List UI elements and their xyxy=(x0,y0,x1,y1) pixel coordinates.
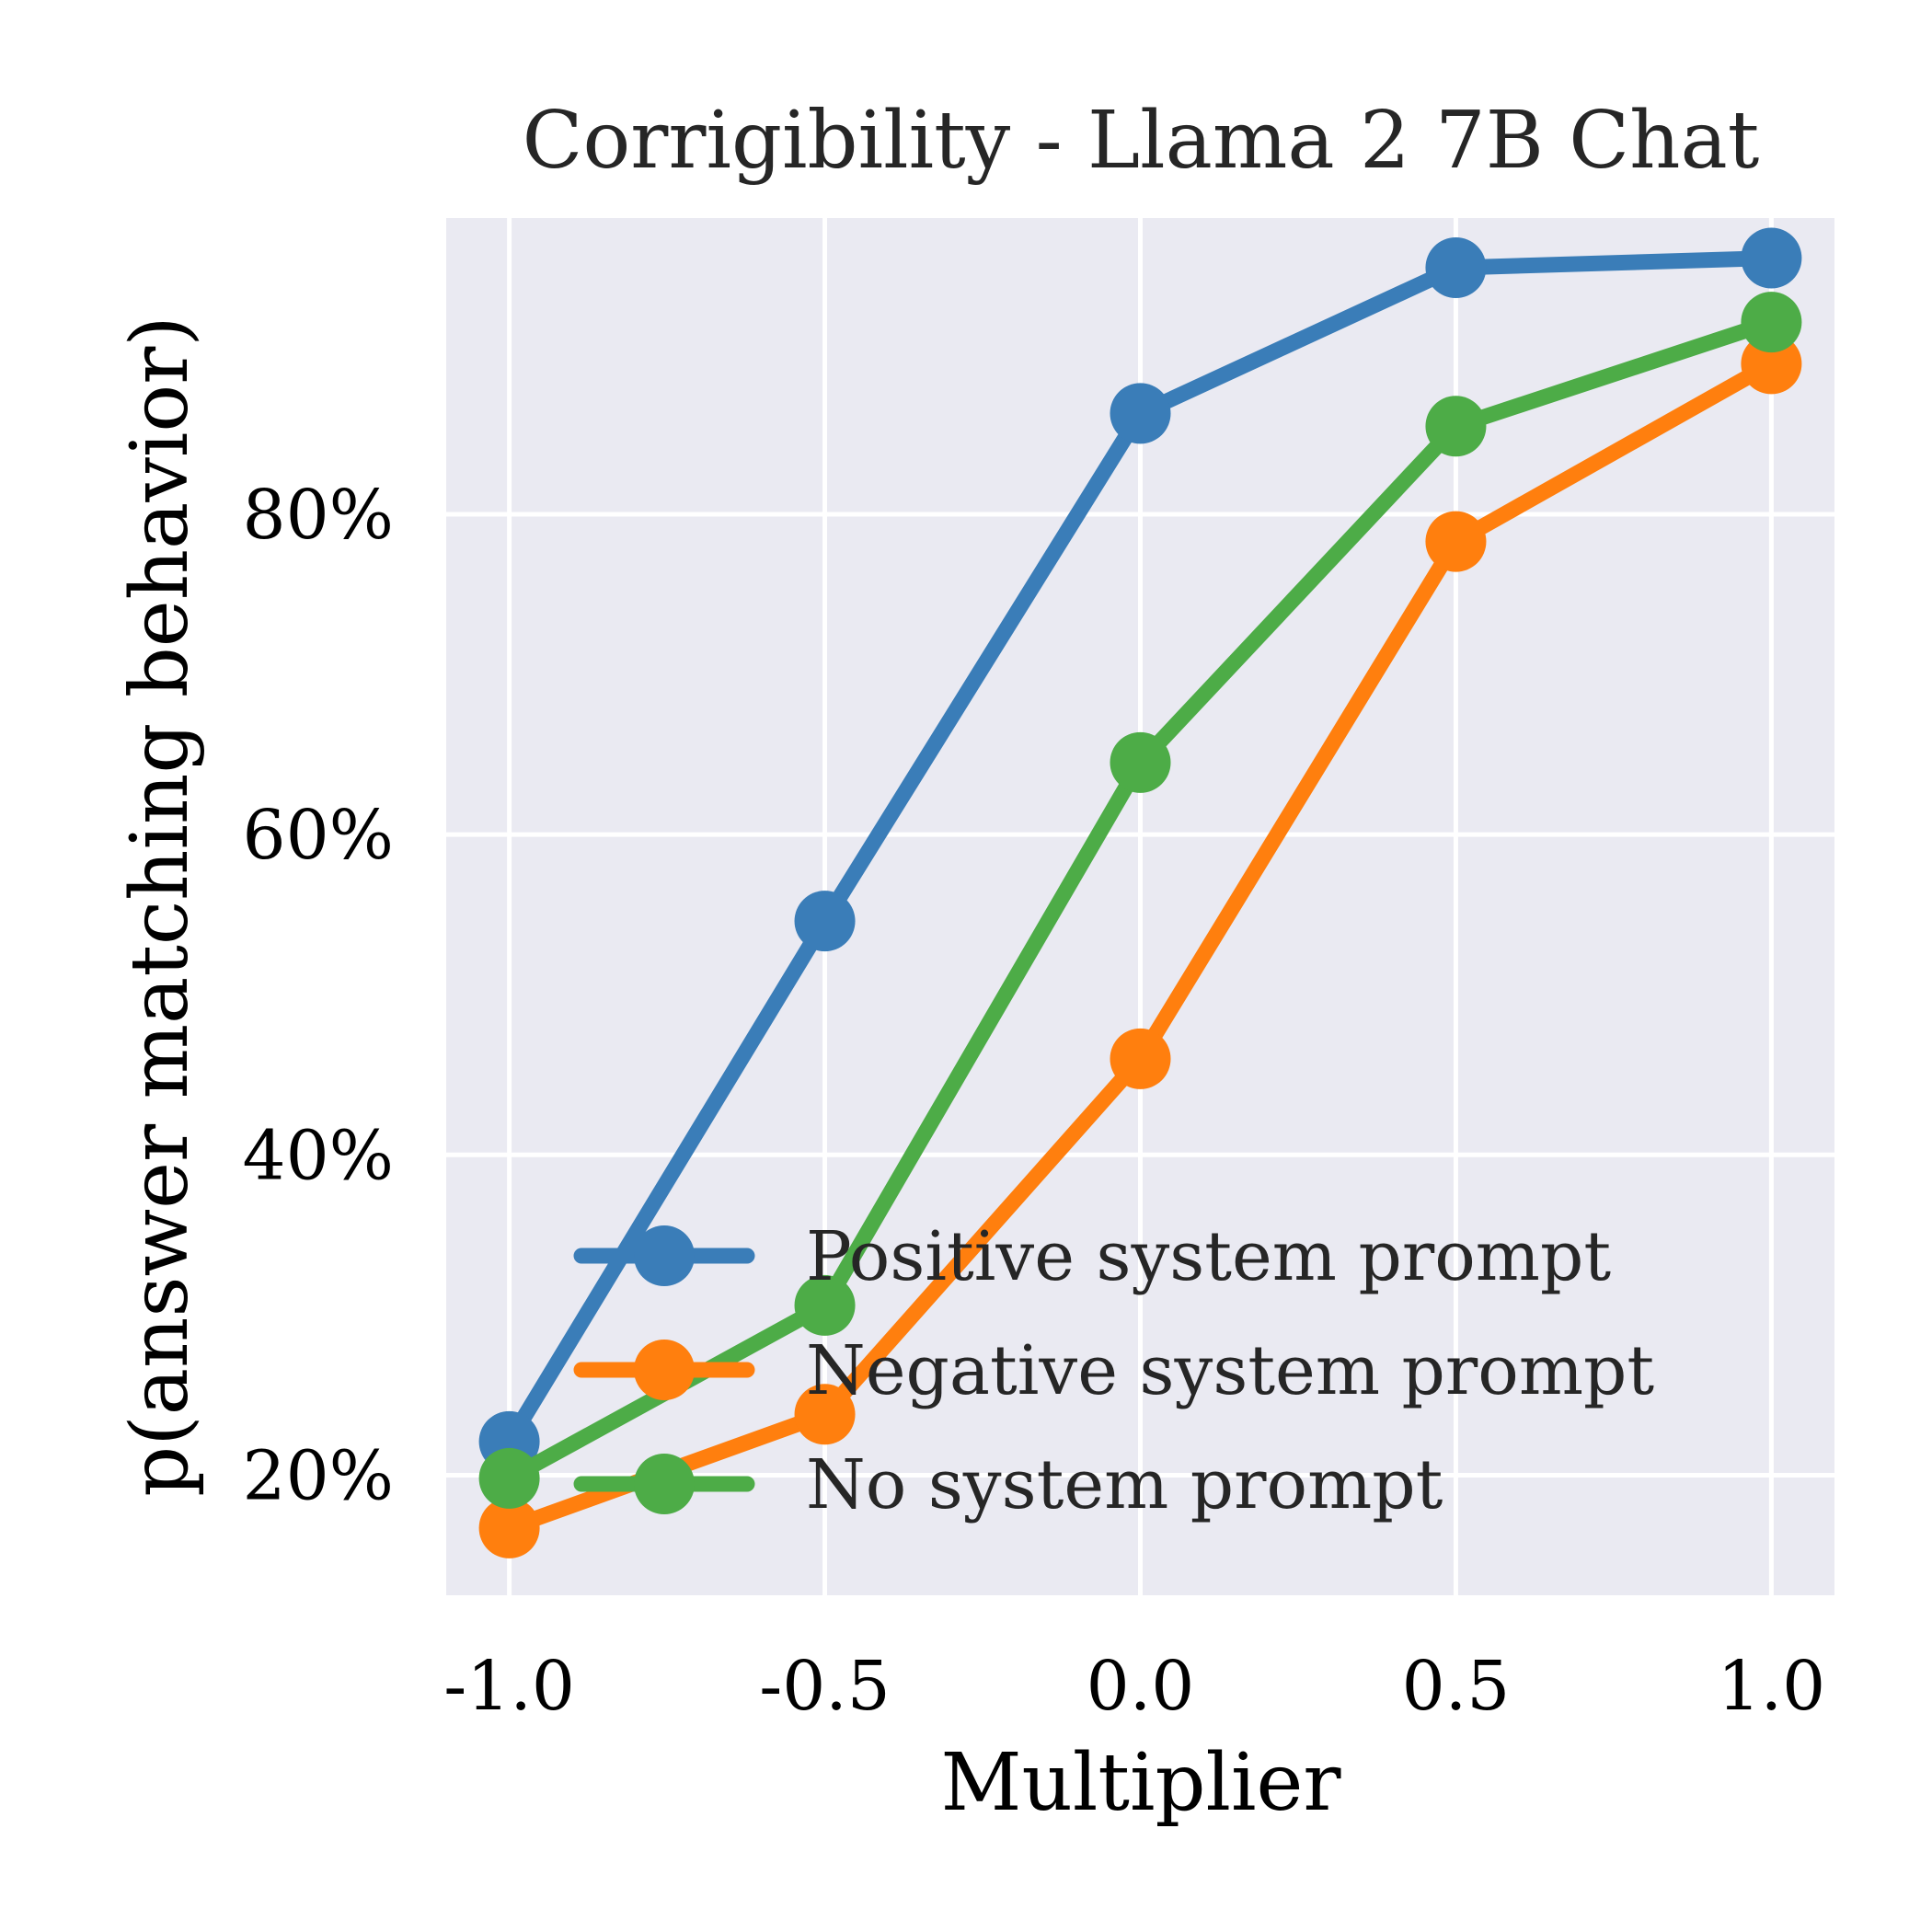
chart-title: Corrigibility - Llama 2 7B Chat xyxy=(523,95,1760,187)
x-axis-label: Multiplier xyxy=(940,1737,1341,1829)
series-layer xyxy=(478,227,1802,1558)
legend-marker xyxy=(634,1454,695,1514)
x-tick-label: 1.0 xyxy=(1718,1647,1826,1726)
legend-marker xyxy=(634,1340,695,1400)
data-point xyxy=(1741,292,1802,353)
data-point xyxy=(794,1384,856,1445)
legend: Positive system prompt Negative system pr… xyxy=(573,1217,1654,1524)
legend-item: No system prompt xyxy=(573,1445,1443,1524)
x-tick-label: -0.5 xyxy=(759,1647,891,1726)
y-axis-ticks: 20% 40% 60% 80% xyxy=(243,476,394,1515)
y-tick-label: 40% xyxy=(243,1116,394,1195)
data-point xyxy=(1110,1028,1171,1089)
data-point xyxy=(1425,511,1487,572)
data-point xyxy=(1741,227,1802,289)
x-tick-label: 0.5 xyxy=(1402,1647,1511,1726)
legend-label: Negative system prompt xyxy=(806,1331,1654,1410)
data-point xyxy=(794,1274,856,1336)
data-point xyxy=(478,1497,540,1558)
series-group xyxy=(478,333,1802,1558)
y-axis-label: p(answer matching behavior) xyxy=(114,316,206,1497)
data-point xyxy=(1110,731,1171,793)
data-point xyxy=(794,891,856,952)
data-point xyxy=(1425,236,1487,298)
y-tick-label: 20% xyxy=(243,1436,394,1515)
data-point xyxy=(478,1447,540,1509)
data-point xyxy=(1741,333,1802,395)
data-point xyxy=(1425,396,1487,457)
y-tick-label: 80% xyxy=(243,476,394,555)
x-axis-ticks: -1.0 -0.5 0.0 0.5 1.0 xyxy=(443,1647,1825,1726)
x-tick-label: -1.0 xyxy=(443,1647,575,1726)
data-point xyxy=(1110,383,1171,444)
legend-label: No system prompt xyxy=(806,1445,1443,1524)
legend-item: Positive system prompt xyxy=(573,1217,1611,1296)
legend-label: Positive system prompt xyxy=(806,1217,1611,1296)
legend-marker xyxy=(634,1225,695,1286)
legend-item: Negative system prompt xyxy=(573,1331,1654,1410)
y-tick-label: 60% xyxy=(243,796,394,875)
x-tick-label: 0.0 xyxy=(1087,1647,1195,1726)
